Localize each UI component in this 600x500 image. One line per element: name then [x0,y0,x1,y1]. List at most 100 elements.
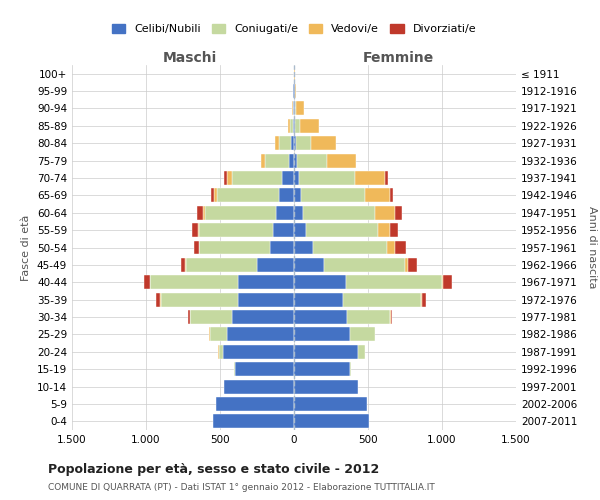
Bar [294,362,350,376]
Bar [350,362,351,376]
Bar [238,292,294,306]
Text: COMUNE DI QUARRATA (PT) - Dati ISTAT 1° gennaio 2012 - Elaborazione TUTTITALIA.I: COMUNE DI QUARRATA (PT) - Dati ISTAT 1° … [48,482,435,492]
Bar [294,188,301,202]
Bar [273,223,294,237]
Bar [379,223,390,237]
Bar [224,171,227,185]
Bar [150,276,151,289]
Y-axis label: Fasce di età: Fasce di età [22,214,31,280]
Bar [294,292,343,306]
Bar [257,258,294,272]
Bar [227,171,232,185]
Bar [279,188,294,202]
Bar [376,206,395,220]
Bar [188,310,190,324]
Y-axis label: Anni di nascita: Anni di nascita [587,206,597,289]
Bar [390,223,398,237]
Legend: Celibi/Nubili, Coniugati/e, Vedovi/e, Divorziati/e: Celibi/Nubili, Coniugati/e, Vedovi/e, Di… [107,20,481,39]
Bar [365,188,390,202]
Bar [294,154,297,168]
Bar [144,276,150,289]
Bar [265,154,289,168]
Bar [235,362,294,376]
Bar [288,119,290,133]
Bar [296,136,311,150]
Bar [294,206,303,220]
Bar [294,310,347,324]
Bar [282,171,294,185]
Bar [293,102,294,116]
Bar [199,223,273,237]
Bar [212,414,294,428]
Bar [294,240,313,254]
Bar [442,276,443,289]
Bar [227,328,294,342]
Bar [443,276,452,289]
Bar [294,345,358,358]
Bar [294,380,358,394]
Bar [217,188,279,202]
Bar [279,136,291,150]
Bar [205,206,276,220]
Bar [343,292,421,306]
Bar [276,206,294,220]
Bar [294,66,295,80]
Bar [294,397,367,411]
Bar [303,206,376,220]
Bar [199,240,271,254]
Bar [155,292,160,306]
Bar [260,154,265,168]
Bar [313,240,387,254]
Bar [387,240,395,254]
Bar [294,102,295,116]
Bar [290,119,293,133]
Bar [311,136,336,150]
Bar [232,310,294,324]
Bar [294,171,299,185]
Bar [350,328,376,342]
Bar [291,136,294,150]
Bar [186,258,257,272]
Bar [408,258,417,272]
Bar [323,258,405,272]
Bar [301,188,365,202]
Bar [294,223,306,237]
Bar [214,188,217,202]
Bar [294,136,296,150]
Text: Maschi: Maschi [163,51,217,65]
Bar [238,276,294,289]
Bar [223,345,294,358]
Text: Femmine: Femmine [363,51,434,65]
Bar [218,345,223,358]
Bar [292,102,293,116]
Bar [295,119,300,133]
Bar [271,240,294,254]
Bar [422,292,427,306]
Bar [160,292,161,306]
Bar [224,380,294,394]
Bar [194,240,199,254]
Bar [234,362,235,376]
Bar [295,84,296,98]
Bar [289,154,294,168]
Bar [385,171,388,185]
Bar [306,223,379,237]
Bar [299,171,355,185]
Bar [294,414,370,428]
Bar [355,171,385,185]
Bar [192,223,198,237]
Bar [390,310,391,324]
Bar [203,206,205,220]
Bar [346,276,442,289]
Bar [347,310,390,324]
Bar [300,119,319,133]
Bar [232,171,282,185]
Bar [391,310,392,324]
Bar [405,258,408,272]
Bar [294,276,346,289]
Bar [197,206,203,220]
Bar [209,328,227,342]
Bar [294,328,350,342]
Bar [161,292,238,306]
Bar [211,188,214,202]
